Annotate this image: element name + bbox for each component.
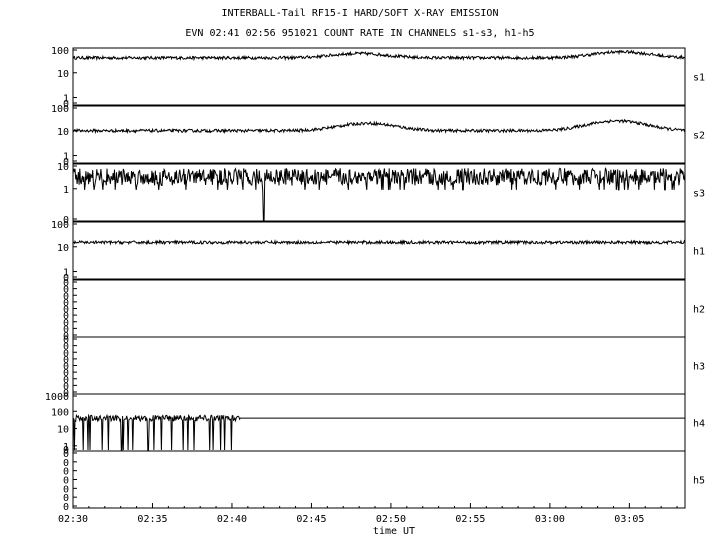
y-tick-label: 0 — [63, 467, 69, 478]
panel-h2 — [72, 279, 686, 338]
y-tick-label: 1 — [63, 442, 69, 453]
y-tick-label: 0 — [63, 311, 69, 322]
y-tick-label: 0 — [63, 215, 69, 226]
y-tick-label: 0 — [63, 331, 69, 342]
series-h4 — [72, 413, 685, 451]
panel-frame — [72, 221, 686, 280]
y-tick-label: 0 — [63, 157, 69, 168]
x-tick-label: 02:30 — [58, 514, 88, 525]
y-tick-label: 0 — [63, 476, 69, 487]
x-axis-label: time UT — [373, 526, 415, 537]
x-tick-label: 02:45 — [296, 514, 326, 525]
y-tick-label: 0 — [63, 278, 69, 289]
y-tick-label: 0 — [63, 324, 69, 335]
y-tick-label: 100 — [51, 220, 69, 231]
y-tick-label: 0 — [63, 484, 69, 495]
panel-s3 — [72, 163, 686, 222]
series-h1 — [72, 239, 686, 246]
panel-frame — [72, 105, 686, 164]
chart-subtitle: EVN 02:41 02:56 951021 COUNT RATE IN CHA… — [185, 28, 535, 39]
x-tick-label: 02:55 — [455, 514, 485, 525]
x-tick-label: 03:05 — [614, 514, 644, 525]
y-tick-label: 0 — [63, 342, 69, 353]
x-tick-label: 02:50 — [376, 514, 406, 525]
panel-frame — [72, 450, 686, 509]
y-tick-label: 0 — [63, 335, 69, 346]
channel-label-h5: h5 — [693, 476, 705, 487]
chart-title: INTERBALL-Tail RF15-I HARD/SOFT X-RAY EM… — [221, 8, 499, 19]
y-tick-label: 0 — [63, 502, 69, 513]
y-tick-label: 100 — [51, 46, 69, 57]
y-tick-label: 0 — [63, 458, 69, 469]
y-tick-label: 0 — [63, 445, 69, 456]
y-tick-label: 1 — [63, 268, 69, 279]
x-tick-label: 02:35 — [137, 514, 167, 525]
y-tick-label: 0 — [63, 273, 69, 284]
y-tick-label: 0 — [63, 449, 69, 460]
panel-frame — [72, 47, 686, 106]
x-tick-label: 02:40 — [217, 514, 247, 525]
panel-h5 — [72, 450, 686, 509]
channel-label-h1: h1 — [693, 247, 705, 258]
panel-h4 — [72, 393, 686, 452]
y-tick-label: 0 — [63, 291, 69, 302]
channel-label-s2: s2 — [693, 131, 705, 142]
channel-label-s1: s1 — [693, 73, 705, 84]
panel-frame — [72, 279, 686, 338]
series-s1 — [72, 49, 686, 62]
panel-frame — [72, 336, 686, 395]
y-tick-label: 1000 — [45, 392, 69, 403]
panel-frame — [72, 163, 686, 222]
channel-label-h4: h4 — [693, 419, 705, 430]
channel-label-h3: h3 — [693, 362, 705, 373]
y-tick-label: 0 — [63, 99, 69, 110]
y-tick-label: 0 — [63, 375, 69, 386]
series-s3 — [72, 167, 686, 221]
channel-label-h2: h2 — [693, 305, 705, 316]
y-tick-label: 0 — [63, 305, 69, 316]
y-tick-label: 0 — [63, 362, 69, 373]
panel-h1 — [72, 221, 686, 280]
x-tick-label: 03:00 — [535, 514, 565, 525]
y-tick-label: 10 — [57, 243, 69, 254]
y-tick-label: 10 — [57, 127, 69, 138]
y-tick-label: 1 — [63, 94, 69, 105]
y-tick-label: 100 — [51, 407, 69, 418]
y-tick-label: 1 — [63, 152, 69, 163]
y-tick-label: 0 — [63, 388, 69, 399]
y-tick-label: 0 — [63, 285, 69, 296]
y-tick-label: 0 — [63, 348, 69, 359]
channel-label-s3: s3 — [693, 189, 705, 200]
y-tick-label: 100 — [51, 104, 69, 115]
y-tick-label: 1 — [63, 185, 69, 196]
panel-s1 — [72, 47, 686, 106]
y-tick-label: 0 — [63, 368, 69, 379]
y-tick-label: 0 — [63, 355, 69, 366]
panel-h3 — [72, 336, 686, 395]
y-tick-label: 0 — [63, 493, 69, 504]
y-tick-label: 0 — [63, 298, 69, 309]
panel-s2 — [72, 105, 686, 164]
y-tick-label: 10 — [57, 162, 69, 173]
y-tick-label: 10 — [57, 69, 69, 80]
y-tick-label: 10 — [57, 425, 69, 436]
y-tick-label: 0 — [63, 381, 69, 392]
series-s2 — [72, 118, 686, 135]
y-tick-label: 0 — [63, 318, 69, 329]
panel-frame — [72, 393, 686, 452]
